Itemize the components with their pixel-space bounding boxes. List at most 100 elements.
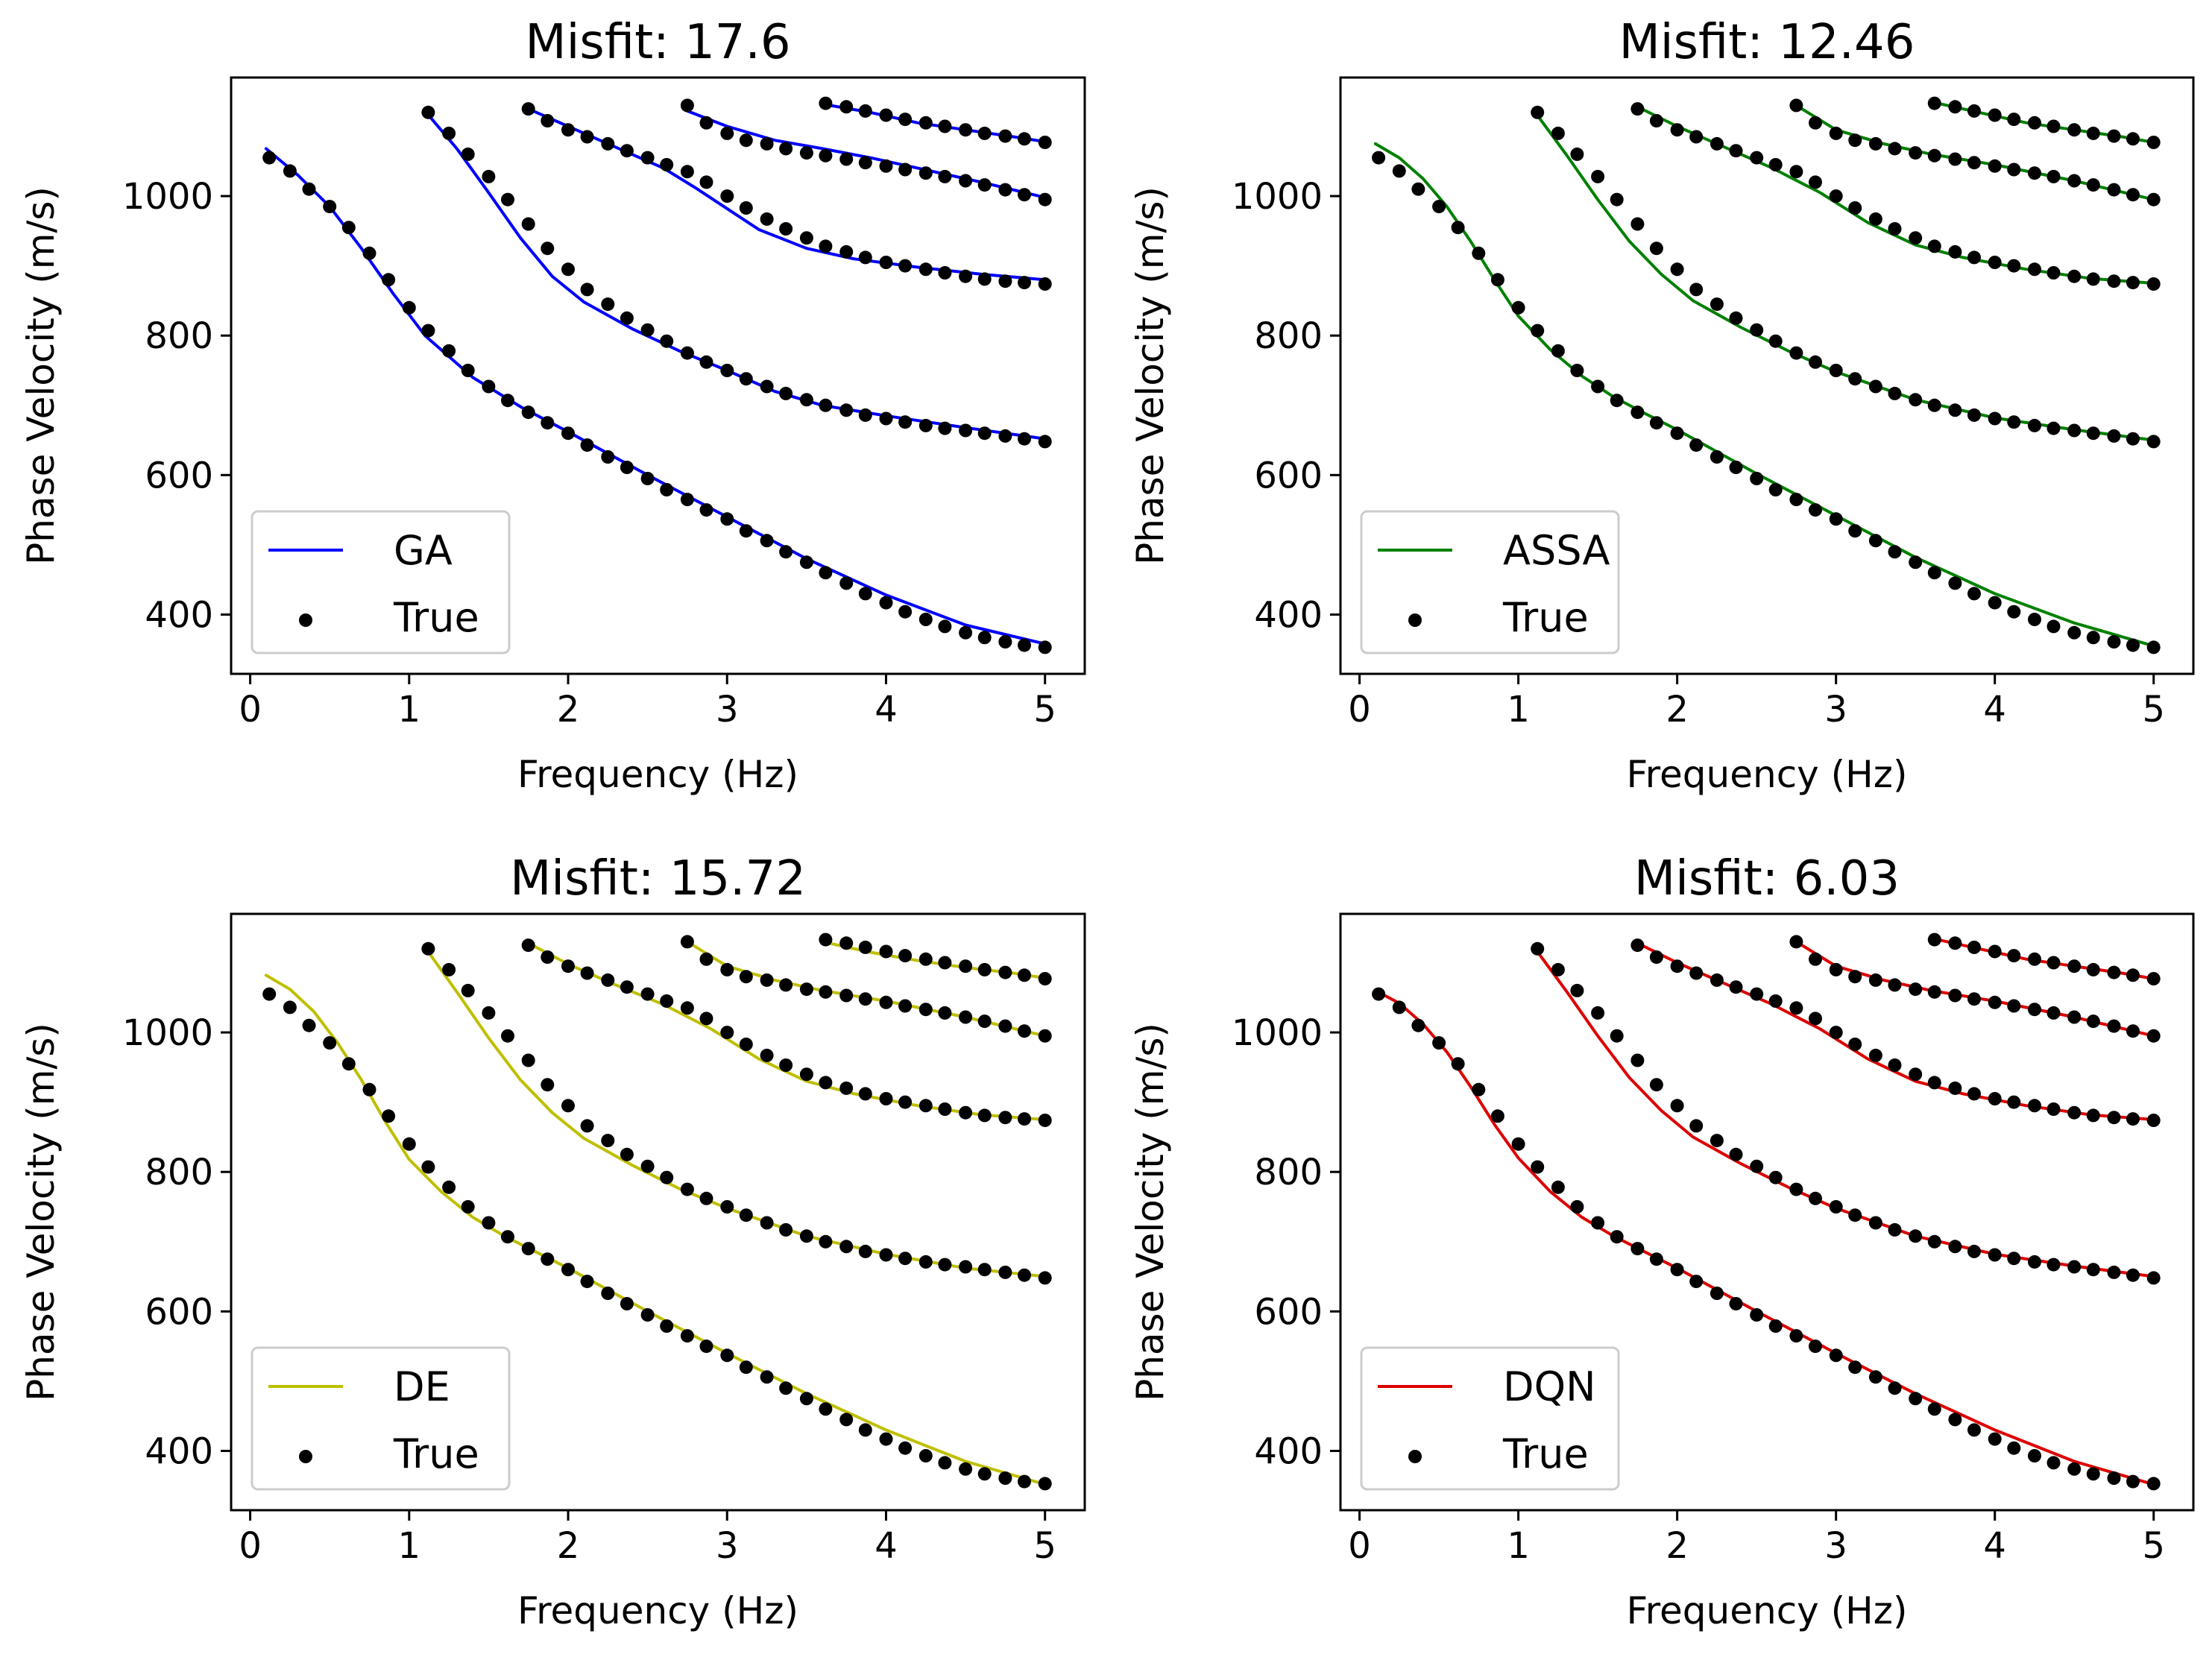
true-point [699, 116, 713, 130]
true-point [839, 152, 854, 166]
true-point [1411, 182, 1425, 196]
true-point [1670, 426, 1684, 441]
true-point [1967, 1087, 1981, 1101]
true-point [2028, 1255, 2041, 1269]
true-point [2028, 166, 2041, 180]
true-point [2046, 169, 2061, 183]
true-point [938, 119, 952, 133]
true-point [879, 1248, 893, 1262]
true-point [1829, 1026, 1843, 1040]
true-point [521, 1053, 535, 1067]
true-point [1888, 142, 1902, 156]
true-point [2107, 965, 2121, 979]
legend-dot-swatch [299, 613, 312, 627]
true-point [819, 1402, 833, 1416]
true-point [1038, 640, 1052, 654]
true-point [341, 1057, 356, 1071]
true-point [879, 159, 893, 173]
true-point [1038, 192, 1052, 206]
true-point [521, 938, 535, 953]
true-point [461, 147, 475, 161]
true-point [1689, 966, 1704, 980]
true-point [819, 1234, 833, 1249]
x-tick-label: 5 [1033, 1525, 1056, 1567]
true-point [2046, 266, 2061, 280]
true-point [601, 1287, 615, 1300]
x-axis-label: Frequency (Hz) [1626, 1589, 1907, 1632]
legend-label-true: True [1502, 1430, 1589, 1477]
true-point [1868, 136, 1882, 151]
true-point [779, 1058, 793, 1072]
true-point [620, 461, 634, 474]
true-point [839, 1240, 854, 1254]
true-point [918, 418, 933, 432]
true-point [1829, 126, 1843, 140]
true-point [1888, 545, 1902, 559]
true-point [1531, 1160, 1545, 1174]
true-point [938, 619, 952, 634]
true-point [1789, 935, 1803, 949]
true-point [1988, 1432, 2002, 1446]
true-point [779, 1381, 793, 1395]
x-axis-label: Frequency (Hz) [517, 1589, 798, 1632]
true-point [858, 587, 872, 601]
true-point [977, 962, 992, 976]
true-point [938, 1456, 952, 1470]
y-tick-label: 400 [1254, 594, 1323, 636]
true-point [482, 1006, 496, 1020]
true-point [302, 182, 316, 196]
true-point [382, 273, 396, 287]
true-point [402, 1137, 416, 1151]
true-point [2146, 277, 2161, 291]
true-point [680, 1329, 694, 1343]
true-point [858, 156, 872, 170]
true-point [858, 1244, 872, 1258]
true-point [1432, 1036, 1446, 1050]
true-point [1988, 1248, 2002, 1262]
true-point [1750, 472, 1764, 485]
true-point [1948, 936, 1962, 950]
true-point [1948, 100, 1962, 114]
true-point [660, 334, 674, 348]
true-point [1630, 938, 1645, 953]
true-point [580, 438, 594, 452]
true-point [1729, 311, 1743, 325]
true-point [580, 1119, 594, 1133]
true-point [660, 994, 674, 1008]
x-tick-label: 0 [239, 689, 262, 730]
true-point [1670, 1099, 1684, 1113]
subplot-ga: 0 1 2 3 4 5 400 600 800 1000 Misfit: 17.6 Frequency… [19, 15, 1086, 796]
true-point [1909, 982, 1923, 997]
true-point [1809, 1339, 1822, 1354]
legend-box [1360, 1346, 1620, 1491]
model-curve-mode-3 [685, 109, 1047, 199]
true-point [1649, 416, 1663, 430]
true-point [938, 1006, 952, 1020]
true-point [2007, 605, 2021, 619]
true-point [521, 1242, 535, 1256]
true-point [1570, 983, 1584, 997]
true-point [998, 183, 1012, 197]
true-point [323, 200, 337, 214]
axes-frame [230, 76, 1086, 675]
true-point [2146, 972, 2161, 985]
true-point [283, 164, 297, 178]
true-point [680, 346, 694, 360]
true-point [1670, 262, 1684, 277]
true-point [442, 962, 456, 976]
true-point [2146, 640, 2161, 654]
true-point [640, 1159, 655, 1173]
true-point [977, 272, 992, 286]
true-point [760, 973, 774, 987]
true-point [879, 411, 893, 426]
true-point [898, 415, 913, 429]
true-point [323, 1036, 337, 1050]
legend-box [1360, 510, 1620, 654]
true-point [640, 323, 655, 337]
true-point [2067, 123, 2082, 137]
x-tick-label: 4 [1983, 689, 2006, 730]
true-point [1689, 438, 1704, 452]
true-point [1372, 987, 1386, 1001]
true-point [2146, 435, 2161, 449]
true-point [2146, 192, 2161, 206]
